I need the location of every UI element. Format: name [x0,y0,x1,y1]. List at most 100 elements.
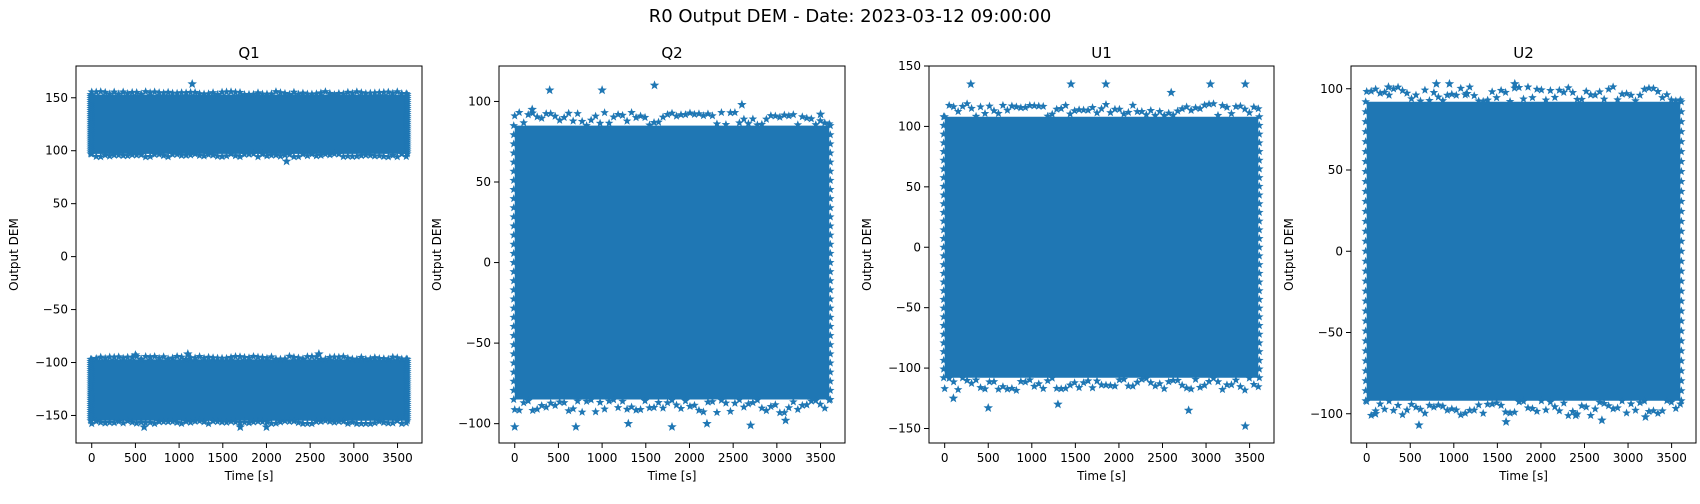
data-point [258,353,267,362]
data-point [1128,100,1138,109]
data-point [1478,96,1488,105]
data-point-outlier [261,422,272,432]
data-point [1255,207,1264,217]
data-point [793,120,803,129]
data-point [1599,399,1609,408]
data-point [1007,383,1017,392]
y-tick-label: −50 [466,336,491,350]
data-point [402,354,412,363]
x-tick-label: 3500 [1656,451,1687,465]
data-point [253,352,263,361]
data-point [1375,399,1385,408]
data-point [564,108,573,117]
data-point [939,138,948,147]
data-point [618,396,627,405]
data-point [944,373,954,382]
data-point [195,151,204,160]
data-point [1483,399,1492,408]
data-point [375,354,384,363]
data-point [1443,405,1452,414]
data-point [366,150,375,159]
data-point [379,87,389,97]
data-point [939,373,948,382]
x-tick-label: 2500 [295,451,326,465]
data-point [114,89,123,98]
y-tick-label: 100 [468,94,491,108]
data-point [1389,406,1398,415]
x-tick-label: 2000 [251,451,282,465]
data-point [1487,87,1497,96]
x-tick-label: 3000 [339,451,370,465]
data-point [939,338,948,347]
data-point [1255,120,1264,130]
data-point [379,354,389,363]
data-point [509,230,519,239]
data-point [1523,82,1533,91]
data-point [559,113,569,122]
data-point [1677,266,1686,275]
data-point [1532,406,1542,415]
data-point [825,395,835,404]
data-point [195,352,204,361]
data-point [509,157,519,166]
data-point [939,225,948,234]
data-point [1209,373,1218,382]
data-point [109,87,119,96]
data-point [352,87,362,96]
data-point [825,221,835,230]
data-point [231,87,240,96]
data-point [1101,100,1111,109]
data-point [123,416,132,425]
data-point [1532,84,1542,93]
data-point-outlier [1053,399,1063,409]
data-point [1677,137,1686,146]
data-point [1676,95,1685,104]
data-point [96,152,105,161]
data-point [1671,96,1681,105]
y-tick-label: −100 [35,356,68,370]
data-point [730,398,740,407]
data-point [820,118,830,127]
data-point [509,321,519,331]
data-point [1146,378,1156,387]
data-point [1492,93,1501,102]
data-point [316,150,326,159]
data-point [100,418,110,427]
data-point [316,354,326,363]
data-point [307,89,317,98]
data-point [825,194,835,203]
data-point [1361,276,1370,285]
data-point [1361,216,1370,225]
data-point [1142,373,1151,383]
data-point [1677,107,1686,116]
data-point [939,286,948,295]
data-point [1052,104,1061,113]
data-point [1546,86,1555,95]
data-point [276,354,285,363]
data-point [1366,410,1376,420]
data-point [1255,129,1264,138]
data-point [1559,87,1569,96]
data-point [618,110,627,119]
data-point [582,121,591,130]
data-point [114,417,123,426]
data-point [316,417,326,426]
data-point [150,419,159,428]
data-point [339,416,348,426]
y-tick-label: 100 [1320,82,1343,96]
y-axis-label: Output DEM [1282,218,1296,291]
data-point-outlier [571,421,581,431]
data-point-outlier [702,418,712,428]
data-point [100,150,110,159]
data-point [384,152,393,161]
data-point [100,87,110,96]
data-point [208,150,218,159]
data-point [640,112,650,122]
data-point [949,102,958,111]
data-point [1416,96,1425,105]
data-point [361,89,371,98]
data-point [1434,400,1443,409]
data-point [573,396,582,405]
x-tick-label: 2000 [1104,451,1135,465]
data-point [681,110,690,119]
